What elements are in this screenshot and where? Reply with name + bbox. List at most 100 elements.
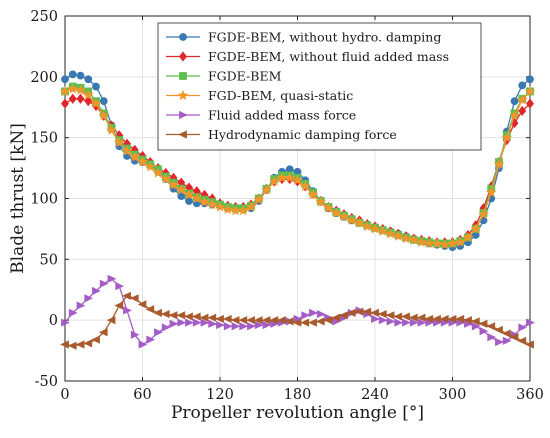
- data-point: [122, 291, 131, 300]
- data-point: [330, 207, 342, 218]
- data-point: [292, 174, 303, 185]
- x-axis-label: Propeller revolution angle [°]: [171, 403, 424, 423]
- data-point: [106, 316, 116, 325]
- legend-entry: FGDE-BEM, without hydro. damping: [166, 30, 441, 45]
- data-point: [169, 319, 179, 328]
- y-tick-label: 0: [49, 313, 58, 329]
- data-point: [253, 194, 265, 205]
- data-point: [494, 325, 503, 334]
- data-point: [223, 322, 233, 331]
- data-point: [222, 203, 234, 214]
- data-point: [299, 180, 311, 191]
- data-point: [362, 307, 372, 316]
- data-point: [392, 230, 404, 241]
- data-point: [138, 340, 148, 349]
- data-point: [144, 161, 156, 172]
- data-point: [129, 294, 139, 303]
- y-axis-label: Blade thrust [kN]: [8, 123, 28, 274]
- data-point: [130, 330, 140, 339]
- legend-entry: FGDE-BEM, without fluid added mass: [166, 49, 449, 64]
- data-point: [463, 316, 472, 325]
- data-point: [354, 217, 365, 228]
- data-point: [160, 310, 170, 319]
- data-point: [222, 314, 232, 324]
- data-point: [455, 314, 465, 324]
- data-point: [245, 201, 257, 212]
- data-point: [76, 71, 85, 80]
- data-point: [68, 308, 78, 317]
- data-point: [486, 322, 496, 331]
- data-point: [261, 184, 272, 195]
- y-tick-label: -50: [35, 374, 58, 390]
- data-point: [346, 308, 356, 317]
- data-point: [216, 320, 225, 330]
- y-tick-label: 50: [40, 252, 58, 268]
- data-point: [495, 337, 504, 347]
- data-point: [284, 172, 296, 183]
- legend-entry: FGDE-BEM: [166, 69, 282, 84]
- data-point: [385, 311, 395, 320]
- data-point: [470, 317, 480, 326]
- data-point: [371, 314, 380, 324]
- data-point: [431, 237, 443, 249]
- data-point: [207, 313, 217, 322]
- legend-label: FGDE-BEM, without hydro. damping: [208, 30, 441, 45]
- data-point: [471, 322, 481, 331]
- data-point: [67, 341, 77, 350]
- data-point: [61, 75, 69, 84]
- data-point: [84, 75, 93, 84]
- data-point: [76, 93, 85, 104]
- data-point: [487, 333, 497, 342]
- data-point: [501, 329, 511, 338]
- data-point: [61, 318, 70, 327]
- data-point: [113, 136, 125, 148]
- data-point: [378, 316, 388, 325]
- data-point: [525, 340, 534, 349]
- data-point: [152, 167, 164, 178]
- data-point: [268, 175, 280, 186]
- data-point: [308, 318, 317, 327]
- x-tick-label: 60: [133, 387, 151, 403]
- data-point: [417, 318, 427, 327]
- data-point: [214, 201, 226, 212]
- data-point: [121, 145, 133, 156]
- data-point: [402, 318, 411, 327]
- y-tick-label: 250: [30, 9, 58, 25]
- x-tick-label: 180: [284, 387, 312, 403]
- data-point: [346, 214, 358, 225]
- data-point: [315, 317, 325, 326]
- data-point: [517, 336, 527, 345]
- legend-marker: [177, 89, 189, 101]
- data-point: [199, 196, 210, 207]
- data-point: [478, 208, 489, 219]
- series-group: [59, 70, 536, 350]
- data-point: [177, 318, 187, 327]
- data-point: [447, 237, 458, 249]
- data-point: [82, 89, 94, 100]
- data-point: [84, 294, 94, 303]
- data-point: [408, 234, 420, 245]
- data-point: [90, 98, 102, 109]
- data-point: [60, 340, 69, 349]
- data-point: [493, 158, 505, 169]
- data-point: [239, 322, 249, 331]
- data-point: [331, 313, 341, 322]
- data-point: [478, 319, 488, 328]
- data-point: [168, 311, 178, 320]
- data-point: [168, 179, 179, 190]
- data-point: [501, 132, 513, 143]
- data-point: [161, 323, 171, 332]
- data-point: [323, 202, 334, 213]
- data-point: [99, 97, 108, 106]
- data-point: [107, 274, 117, 283]
- data-point: [518, 323, 528, 332]
- data-point: [192, 318, 202, 327]
- data-point: [185, 318, 194, 327]
- data-point: [510, 97, 519, 106]
- legend-label: FGD-BEM, quasi-static: [208, 88, 353, 103]
- data-point: [518, 105, 527, 116]
- legend-box: [157, 22, 482, 151]
- data-point: [518, 81, 527, 90]
- legend-marker: [179, 72, 187, 80]
- data-point: [154, 328, 163, 337]
